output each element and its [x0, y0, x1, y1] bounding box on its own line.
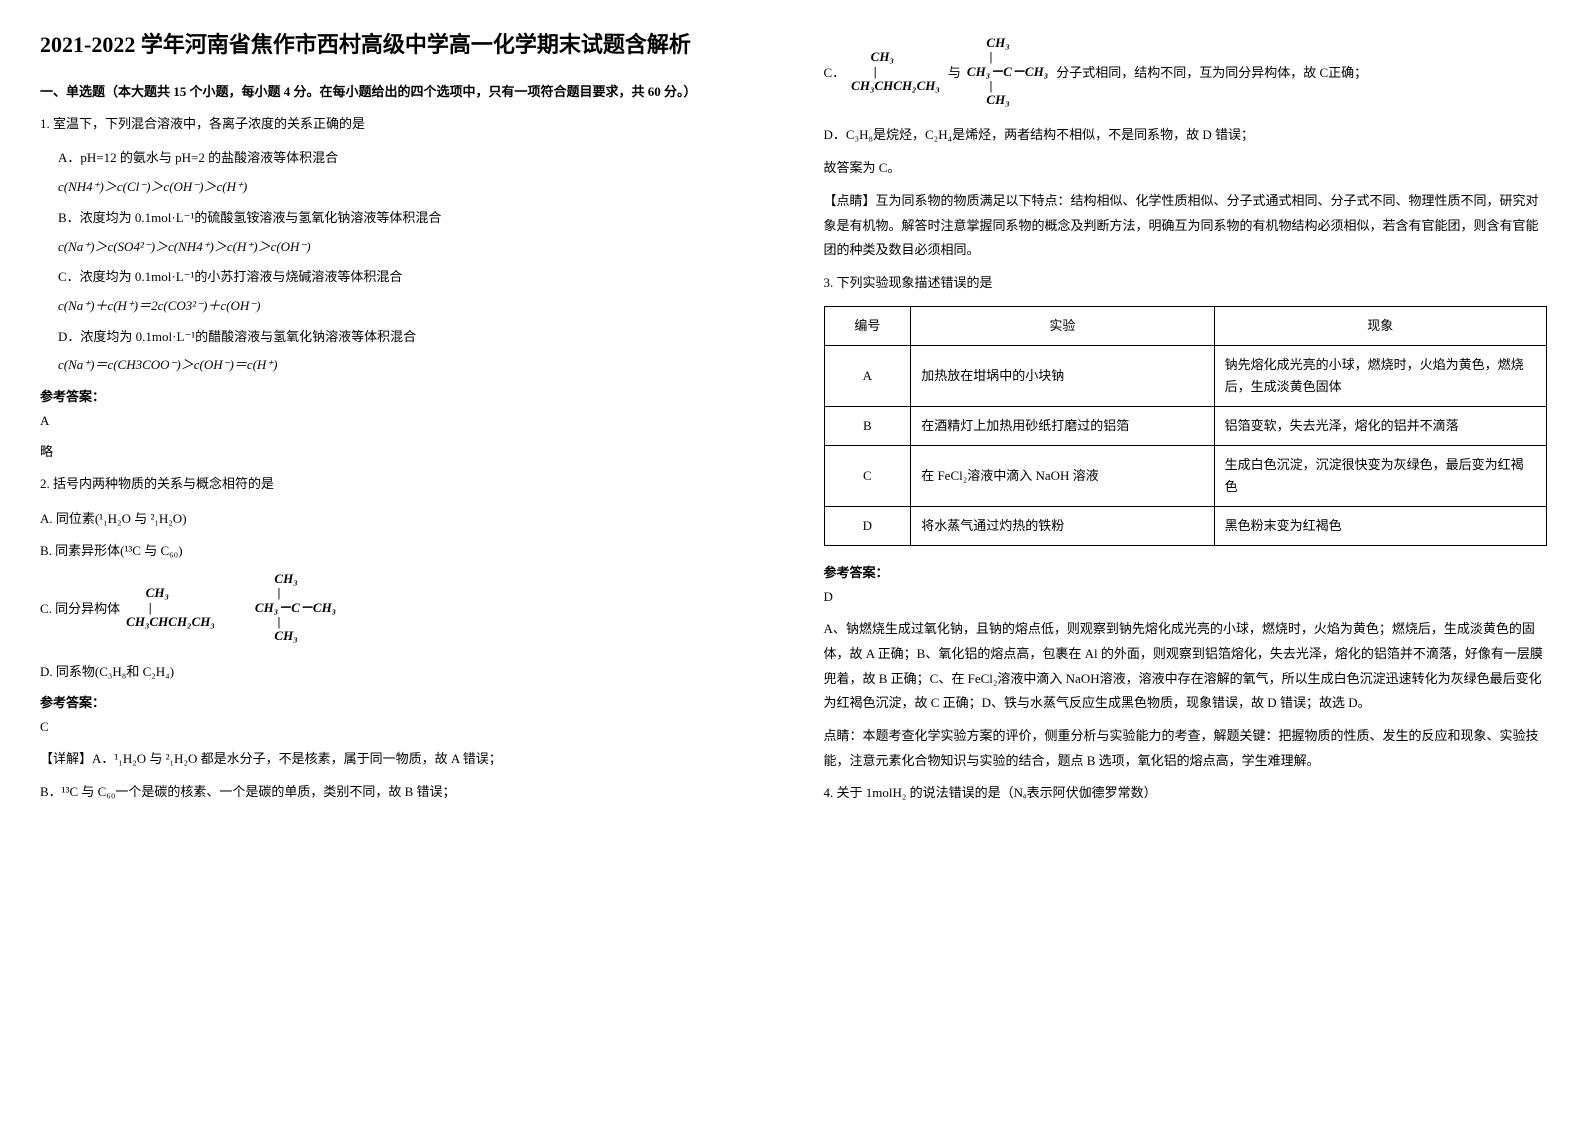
q3-row-a-phen: 钠先熔化成光亮的小球，燃烧时，火焰为黄色，燃烧后，生成淡黄色固体: [1214, 345, 1546, 406]
q2-option-a: A. 同位素(¹₁H₂O 与 ²₁H₂O): [40, 507, 764, 532]
q1-answer-label: 参考答案：: [40, 386, 764, 405]
q1-option-a: A．pH=12 的氨水与 pH=2 的盐酸溶液等体积混合: [58, 146, 764, 171]
struct-2b: CH₃ | CH₃－C－CH₃ | CH₃: [967, 36, 1048, 107]
q2-answer: C: [40, 719, 764, 735]
q3-row-d-phen: 黑色粉末变为红褐色: [1214, 507, 1546, 546]
q3-row-a-n: A: [824, 345, 911, 406]
q2-option-d: D. 同系物(C₃H₈和 C₂H₄): [40, 660, 764, 685]
q3-row-c-phen: 生成白色沉淀，沉淀很快变为灰绿色，最后变为红褐色: [1214, 445, 1546, 506]
q2-detail-b: B．¹³C 与 C₆₀一个是碳的核素、一个是碳的单质，类别不同，故 B 错误；: [40, 780, 764, 805]
q1-option-d: D．浓度均为 0.1mol·L⁻¹的醋酸溶液与氢氧化钠溶液等体积混合: [58, 325, 764, 350]
q3-explanation: A、钠燃烧生成过氧化钠，且钠的熔点低，则观察到钠先熔化成光亮的小球，燃烧时，火焰…: [824, 617, 1548, 716]
q3-point: 点睛：本题考查化学实验方案的评价，侧重分析与实验能力的考查，解题关键：把握物质的…: [824, 724, 1548, 773]
q2-detail-c-end: 分子式相同，结构不同，互为同分异构体，故 C正确；: [1056, 62, 1367, 81]
q2-detail-c-mid: 与: [948, 62, 961, 81]
q2-detail-c-row: C． CH₃ | CH₃CHCH₂CH₃ 与 CH₃ | CH₃－C－CH₃ |…: [824, 36, 1548, 107]
right-column: C． CH₃ | CH₃CHCH₂CH₃ 与 CH₃ | CH₃－C－CH₃ |…: [824, 30, 1548, 816]
struct-1: CH₃ | CH₃CHCH₂CH₃: [126, 586, 215, 629]
q3-answer-label: 参考答案：: [824, 562, 1548, 581]
q3-th-exp: 实验: [911, 306, 1214, 345]
q3-row-d-exp: 将水蒸气通过灼热的铁粉: [911, 507, 1214, 546]
q3-row-c-n: C: [824, 445, 911, 506]
q2-detail-c-label: C．: [824, 62, 846, 81]
q1-explanation: 略: [40, 441, 764, 460]
q2-detail-d: D．C₃H₈是烷烃，C₂H₄是烯烃，两者结构不相似，不是同系物，故 D 错误；: [824, 123, 1548, 148]
q3-th-num: 编号: [824, 306, 911, 345]
q2-answer-label: 参考答案：: [40, 692, 764, 711]
struct-2: CH₃ | CH₃－C－CH₃ | CH₃: [255, 572, 336, 643]
q2-conclude: 故答案为 C。: [824, 156, 1548, 181]
document-title: 2021-2022 学年河南省焦作市西村高级中学高一化学期末试题含解析: [40, 30, 764, 61]
q1-formula-a: c(NH4⁺)＞c(Cl⁻)＞c(OH⁻)＞c(H⁺): [58, 175, 764, 200]
q3-row-b-exp: 在酒精灯上加热用砂纸打磨过的铝箔: [911, 406, 1214, 445]
q1-option-b: B．浓度均为 0.1mol·L⁻¹的硫酸氢铵溶液与氢氧化钠溶液等体积混合: [58, 206, 764, 231]
q3-row-b-phen: 铝箔变软，失去光泽，熔化的铝并不滴落: [1214, 406, 1546, 445]
q1-option-c: C．浓度均为 0.1mol·L⁻¹的小苏打溶液与烧碱溶液等体积混合: [58, 265, 764, 290]
q1-formula-d: c(Na⁺)＝c(CH3COO⁻)＞c(OH⁻)＝c(H⁺): [58, 353, 764, 378]
table-row: C 在 FeCl₂溶液中滴入 NaOH 溶液 生成白色沉淀，沉淀很快变为灰绿色，…: [824, 445, 1547, 506]
q1-answer: A: [40, 413, 764, 429]
q3-row-a-exp: 加热放在坩埚中的小块钠: [911, 345, 1214, 406]
table-row: A 加热放在坩埚中的小块钠 钠先熔化成光亮的小球，燃烧时，火焰为黄色，燃烧后，生…: [824, 345, 1547, 406]
question-1-stem: 1. 室温下，下列混合溶液中，各离子浓度的关系正确的是: [40, 112, 764, 137]
q3-row-c-exp: 在 FeCl₂溶液中滴入 NaOH 溶液: [911, 445, 1214, 506]
q2-option-c-label: C. 同分异构体: [40, 598, 120, 617]
q3-row-d-n: D: [824, 507, 911, 546]
left-column: 2021-2022 学年河南省焦作市西村高级中学高一化学期末试题含解析 一、单选…: [40, 30, 764, 816]
q3-answer: D: [824, 589, 1548, 605]
q1-formula-b: c(Na⁺)＞c(SO4²⁻)＞c(NH4⁺)＞c(H⁺)＞c(OH⁻): [58, 235, 764, 260]
q2-detail-a: 【详解】A．¹₁H₂O 与 ²₁H₂O 都是水分子，不是核素，属于同一物质，故 …: [40, 747, 764, 772]
question-4-stem: 4. 关于 1molH₂ 的说法错误的是（Nₐ表示阿伏伽德罗常数）: [824, 781, 1548, 806]
q2-option-c-row: C. 同分异构体 CH₃ | CH₃CHCH₂CH₃ CH₃ | CH₃－C－C…: [40, 572, 764, 643]
question-2-stem: 2. 括号内两种物质的关系与概念相符的是: [40, 472, 764, 497]
q3-row-b-n: B: [824, 406, 911, 445]
table-row: B 在酒精灯上加热用砂纸打磨过的铝箔 铝箔变软，失去光泽，熔化的铝并不滴落: [824, 406, 1547, 445]
question-3-stem: 3. 下列实验现象描述错误的是: [824, 271, 1548, 296]
section-heading: 一、单选题（本大题共 15 个小题，每小题 4 分。在每小题给出的四个选项中，只…: [40, 81, 764, 100]
struct-1b: CH₃ | CH₃CHCH₂CH₃: [851, 50, 940, 93]
q3-th-phen: 现象: [1214, 306, 1546, 345]
q1-formula-c: c(Na⁺)＋c(H⁺)＝2c(CO3²⁻)＋c(OH⁻): [58, 294, 764, 319]
q2-option-b: B. 同素异形体(¹³C 与 C₆₀): [40, 539, 764, 564]
q3-table: 编号 实验 现象 A 加热放在坩埚中的小块钠 钠先熔化成光亮的小球，燃烧时，火焰…: [824, 306, 1548, 547]
table-row: D 将水蒸气通过灼热的铁粉 黑色粉末变为红褐色: [824, 507, 1547, 546]
q2-point: 【点睛】互为同系物的物质满足以下特点：结构相似、化学性质相似、分子式通式相同、分…: [824, 189, 1548, 263]
